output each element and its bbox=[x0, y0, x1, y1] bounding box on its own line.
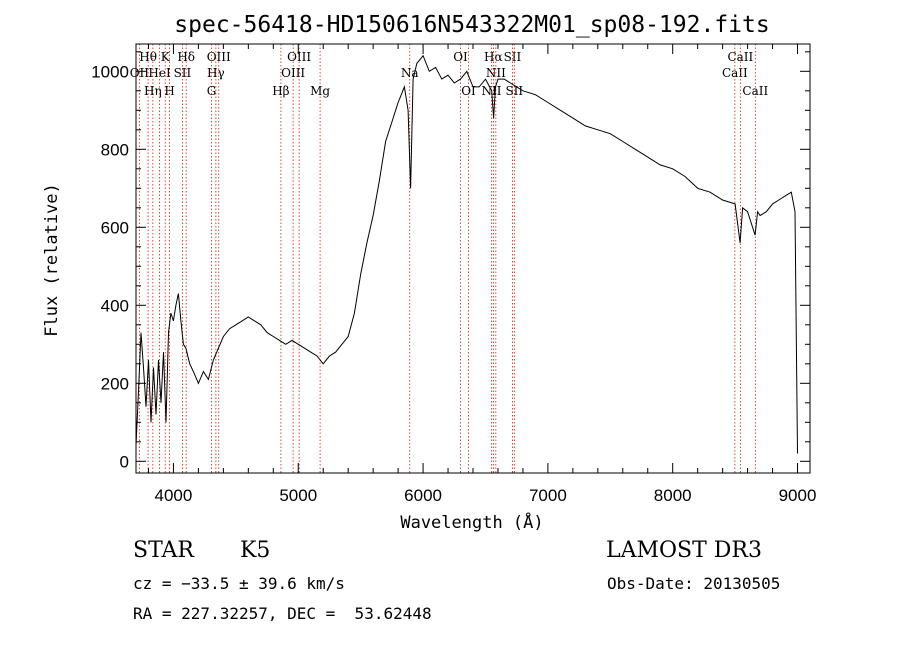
x-tick-label-5: 9000 bbox=[779, 486, 817, 505]
line-marker-label-13: OIII bbox=[287, 50, 311, 64]
line-marker-label-14: Mg bbox=[310, 84, 330, 98]
line-marker-label-5: SII bbox=[174, 66, 192, 80]
plot-frame bbox=[135, 43, 811, 474]
line-marker-label-4: K bbox=[161, 50, 171, 64]
y-tick-label-3: 600 bbox=[101, 218, 129, 237]
x-tick-label-3: 7000 bbox=[529, 486, 567, 505]
chart-title: spec-56418-HD150616N543322M01_sp08-192.f… bbox=[174, 12, 769, 38]
line-marker-label-8: OIII bbox=[207, 50, 231, 64]
y-tick-label-1: 200 bbox=[101, 374, 129, 393]
x-tick-label-1: 5000 bbox=[279, 486, 317, 505]
line-marker-label-20: NII bbox=[486, 66, 506, 80]
line-marker-label-16: OI bbox=[453, 50, 468, 64]
line-marker-label-25: CaII bbox=[742, 84, 768, 98]
x-tick-label-2: 6000 bbox=[404, 486, 442, 505]
y-tick-label-4: 800 bbox=[101, 140, 129, 159]
line-marker-label-9: Hγ bbox=[207, 66, 225, 80]
x-axis-label: Wavelength (Å) bbox=[400, 511, 543, 533]
axis-ticks: 4000 5000 6000 7000 8000 9000 0 200 400 600 800 100… bbox=[91, 44, 816, 505]
line-marker-label-2: Hη bbox=[144, 84, 162, 98]
observation-date: Obs-Date: 20130505 bbox=[607, 574, 781, 593]
survey-name: LAMOST DR3 bbox=[606, 538, 762, 563]
line-marker-label-10: G bbox=[207, 84, 217, 98]
line-marker-label-3: HeI bbox=[148, 66, 171, 80]
coordinates: RA = 227.32257, DEC = 53.62448 bbox=[133, 604, 432, 623]
line-marker-label-6: Hδ bbox=[177, 50, 195, 64]
line-marker-label-1: OII bbox=[130, 66, 150, 80]
line-marker-label-22: SII bbox=[505, 84, 523, 98]
line-marker-label-11: Hβ bbox=[272, 84, 289, 98]
line-marker-label-17: OI bbox=[461, 84, 476, 98]
y-tick-label-5: 1000 bbox=[91, 62, 129, 81]
line-marker-label-7: H bbox=[164, 84, 174, 98]
line-marker-label-21: SII bbox=[504, 50, 522, 64]
y-axis-label: Flux (relative) bbox=[42, 183, 62, 337]
line-marker-label-23: CaII bbox=[722, 66, 748, 80]
x-tick-label-0: 4000 bbox=[155, 486, 193, 505]
y-tick-label-2: 400 bbox=[101, 296, 129, 315]
spectrum-line bbox=[135, 54, 798, 454]
line-marker-label-0: Hθ bbox=[139, 50, 157, 64]
line-marker-label-12: OIII bbox=[281, 66, 305, 80]
object-subclass: K5 bbox=[240, 538, 271, 563]
y-tick-label-0: 0 bbox=[120, 452, 129, 471]
object-class: STAR bbox=[133, 538, 194, 563]
line-marker-label-24: CaII bbox=[727, 50, 753, 64]
redshift-info: cz = −33.5 ± 39.6 km/s bbox=[133, 574, 345, 593]
x-tick-label-4: 8000 bbox=[654, 486, 692, 505]
line-marker-label-18: Hα bbox=[484, 50, 503, 64]
